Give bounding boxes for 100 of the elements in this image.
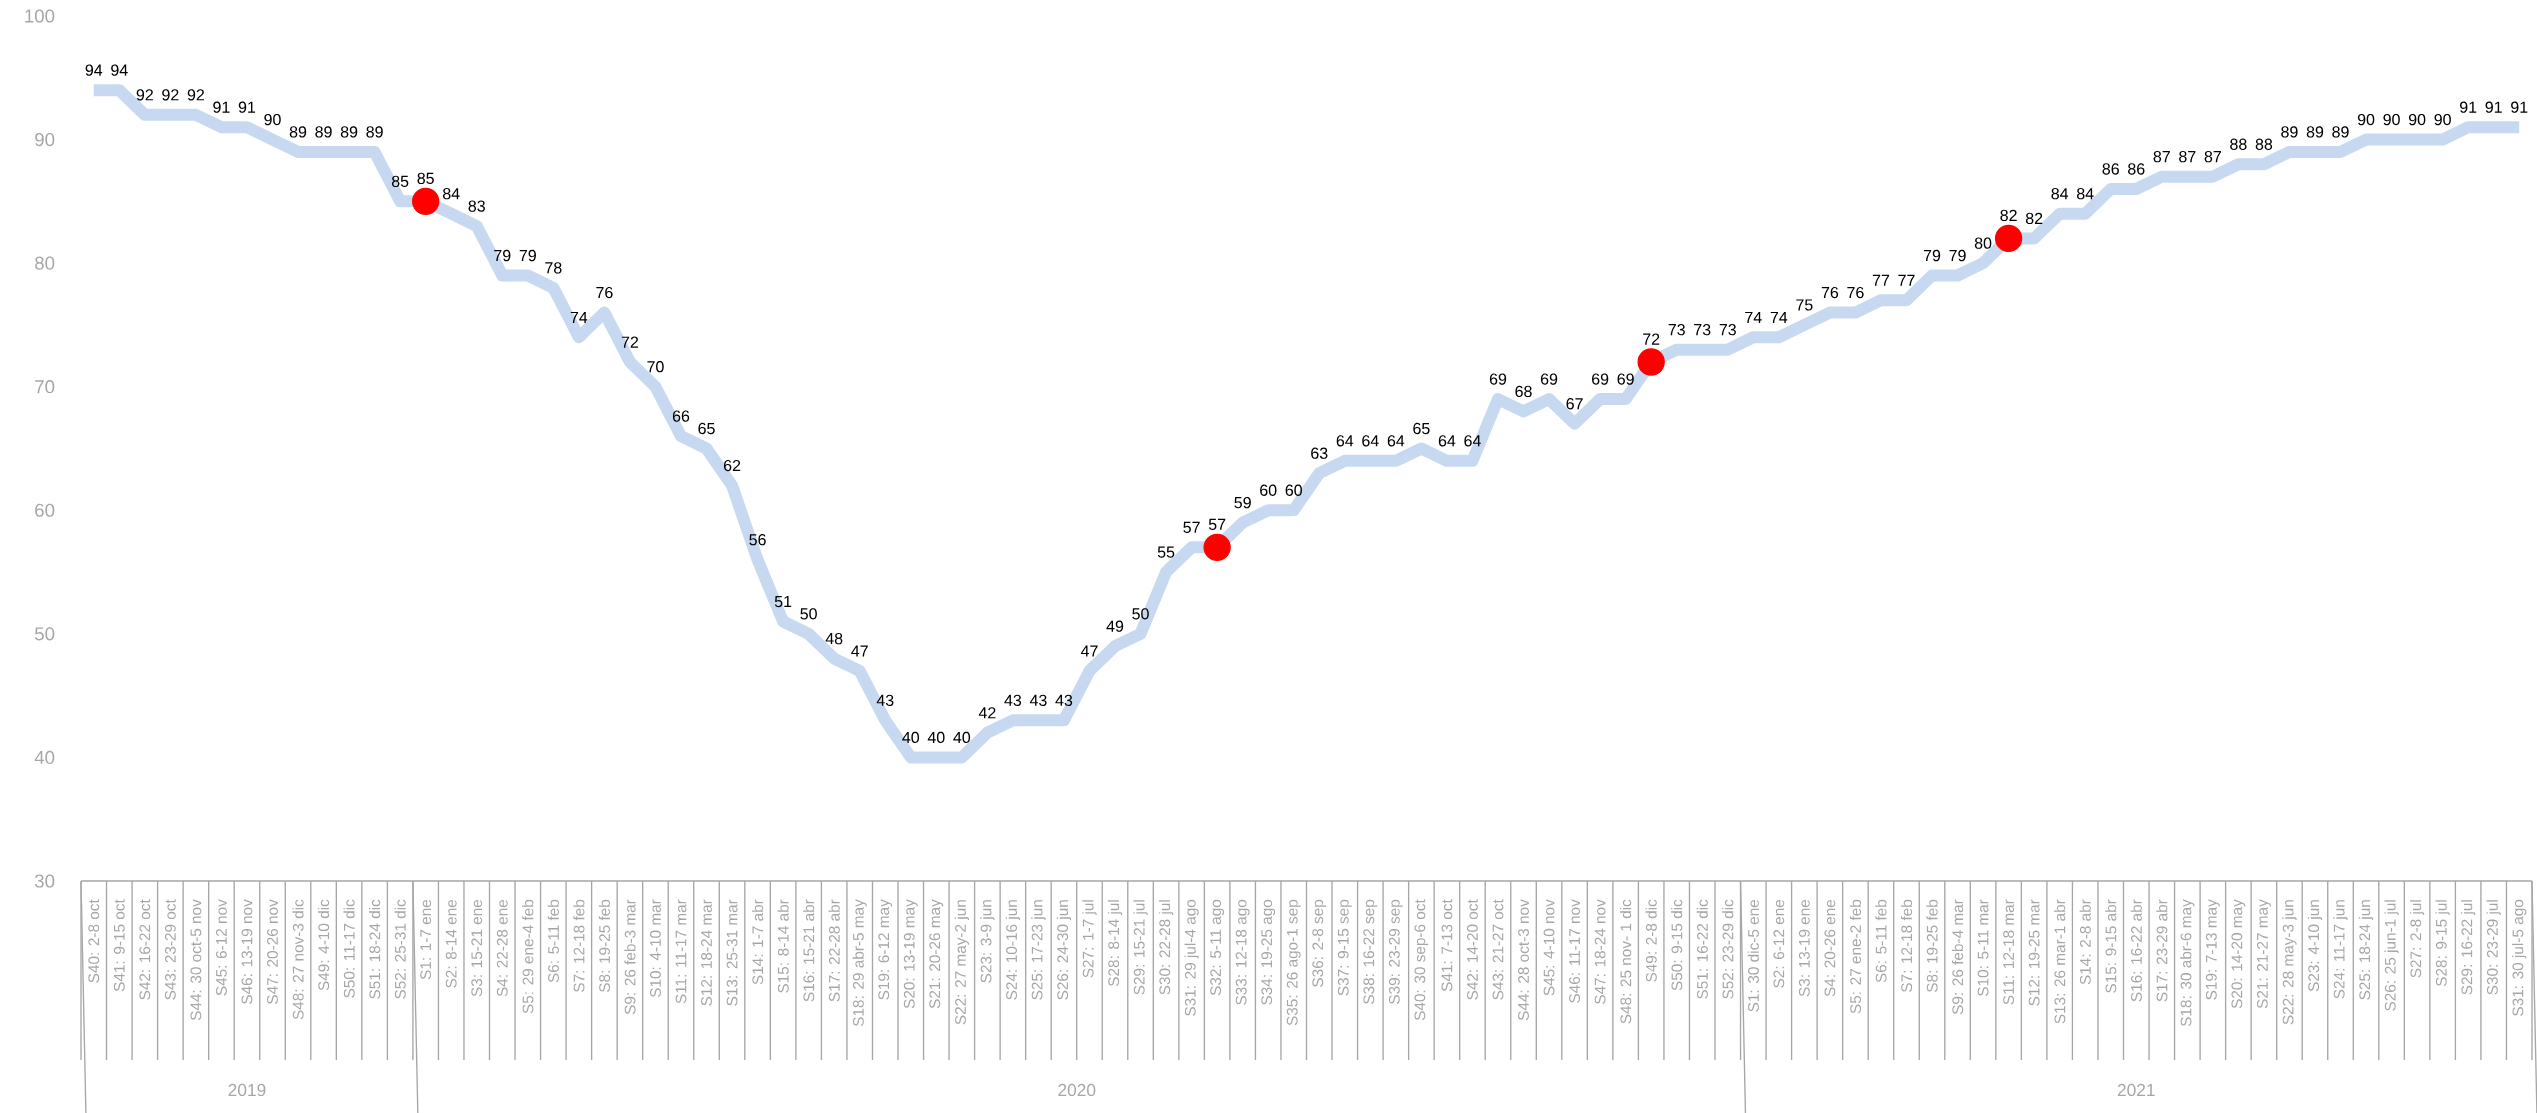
- x-tick-label: S42: 16-22 oct: [139, 899, 151, 1000]
- x-tick-label: S39: 23-29 sep: [1388, 899, 1403, 1004]
- x-tick-label: S8: 19-25 feb: [1926, 899, 1938, 993]
- x-tick-label: S19: 7-13 may: [2205, 899, 2220, 1000]
- data-label: 50: [1132, 608, 1149, 620]
- x-tick-label: S29: 16-22 jul: [2461, 900, 2476, 995]
- x-tick-label: S46: 13-19 nov: [241, 899, 253, 1004]
- data-label: 90: [264, 113, 281, 126]
- x-tick-label: S10: 5-11 mar: [1977, 899, 1989, 996]
- x-tick-label: S41: 9-15 oct: [113, 899, 125, 992]
- x-tick-label: S14: 1-7 abr: [751, 899, 764, 985]
- x-tick-label: S13: 25-31 mar: [726, 899, 738, 1006]
- x-tick-label: S1: 30 dic-5 ene: [1747, 899, 1759, 1012]
- data-label: 89: [315, 126, 332, 138]
- x-tick-label: S36: 2-8 sep: [1312, 899, 1327, 987]
- x-tick-label: S48: 27 nov-3 dic: [292, 899, 304, 1020]
- x-tick-label: S3: 13-19 ene: [1798, 899, 1810, 997]
- x-tick-label: S40: 30 sep-6 oct: [1414, 899, 1429, 1021]
- data-label: 89: [2332, 126, 2349, 138]
- x-tick-label: S17: 23-29 abr: [2156, 899, 2168, 1002]
- x-tick-label: S15: 8-14 abr: [777, 899, 789, 993]
- text: 2020: [1058, 1083, 1096, 1097]
- y-tick-label: 30: [34, 874, 55, 888]
- data-label: 69: [1540, 373, 1558, 385]
- data-label: 57: [1208, 518, 1226, 531]
- data-label: 65: [1413, 422, 1430, 435]
- x-tick-label: S32: 5-11 ago: [1210, 899, 1225, 996]
- x-tick-label: S45: 4-10 nov: [1543, 899, 1555, 996]
- data-label: 51: [774, 595, 792, 608]
- data-label: 84: [442, 188, 460, 200]
- data-label: 69: [1489, 373, 1507, 385]
- y-tick-label: 50: [34, 627, 55, 641]
- x-tick-label: S9: 26 feb-4 mar: [1951, 899, 1964, 1015]
- data-label: 87: [2153, 150, 2170, 163]
- data-label: 89: [2306, 126, 2324, 138]
- x-tick-label: S22: 28 may-3 jun: [2282, 900, 2297, 1025]
- y-tick-label: 100: [25, 9, 55, 23]
- data-label: 43: [876, 694, 894, 707]
- data-label: 65: [698, 422, 715, 435]
- x-tick-label: S17: 22-28 abr: [828, 899, 840, 1002]
- x-tick-label: S23: 3-9 jun: [980, 900, 995, 983]
- data-label: 79: [1923, 249, 1941, 262]
- data-label: 88: [2230, 138, 2247, 150]
- data-label: 64: [1438, 435, 1456, 447]
- x-tick-label: S48: 25 nov- 1 dic: [1620, 899, 1632, 1024]
- x-tick-label: S11: 11-17 mar: [675, 899, 687, 1004]
- text: 2021: [2117, 1083, 2155, 1097]
- data-label: 68: [1515, 385, 1532, 398]
- data-label: 40: [953, 731, 971, 744]
- data-label: 60: [1260, 484, 1277, 496]
- x-tick-label: S52: 25-31 dic: [394, 899, 406, 999]
- x-tick-label: S45: 6-12 nov: [215, 899, 227, 996]
- x-tick-label: S33: 12-18 ago: [1235, 899, 1250, 1005]
- x-tick-label: S35: 26 ago-1 sep: [1286, 899, 1301, 1026]
- data-label: 89: [2281, 126, 2298, 138]
- x-tick-label: S15: 9-15 abr: [2105, 899, 2117, 993]
- x-tick-label: S6: 5-11 feb: [547, 899, 559, 983]
- x-tick-label: S37: 9-15 sep: [1337, 899, 1352, 996]
- x-tick-label: S43: 23-29 oct: [164, 899, 176, 1000]
- x-tick-label: S42: 14-20 oct: [1467, 899, 1478, 1000]
- x-tick-label: S16: 15-21 abr: [803, 899, 815, 1002]
- data-label: 63: [1311, 447, 1328, 459]
- x-tick-label: S31: 30 jul-5 ago: [2512, 899, 2527, 1016]
- x-tick-label: S2: 8-14 ene: [445, 899, 457, 988]
- data-label: 82: [2000, 209, 2017, 222]
- x-tick-label: S30: 23-29 jul: [2486, 900, 2501, 995]
- data-label: 57: [1183, 521, 1200, 534]
- data-label: 91: [2485, 101, 2502, 113]
- data-label: 74: [1770, 311, 1788, 323]
- data-label: 80: [1974, 237, 1992, 249]
- data-label: 47: [1080, 645, 1098, 657]
- data-label: 69: [1592, 373, 1609, 385]
- data-label: 79: [1949, 249, 1966, 262]
- y-tick-label: 90: [35, 132, 55, 147]
- y-tick-label: 60: [35, 503, 55, 517]
- data-label: 91: [213, 101, 230, 113]
- data-label: 43: [1004, 694, 1022, 707]
- data-label: 79: [494, 249, 511, 262]
- x-tick-label: S12: 19-25 mar: [2028, 899, 2040, 1006]
- x-tick-label: S13: 26 mar-1 abr: [2054, 899, 2066, 1024]
- data-label: 72: [621, 336, 639, 348]
- x-tick-label: S29: 15-21 jul: [1133, 900, 1148, 995]
- x-tick-label: S5: 27 ene-2 feb: [1849, 899, 1862, 1014]
- data-label: 40: [902, 731, 920, 744]
- data-label: 62: [723, 459, 741, 472]
- x-tick-label: S26: 24-30 jun: [1056, 900, 1072, 1000]
- x-tick-label: S52: 23-29 dic: [1722, 899, 1734, 999]
- data-label: 50: [800, 608, 817, 620]
- data-label: 85: [391, 175, 409, 188]
- x-tick-label: S40: 2-8 oct: [88, 899, 100, 983]
- data-label: 73: [1668, 323, 1685, 336]
- data-label: 76: [1847, 286, 1864, 299]
- data-label: 88: [2255, 138, 2273, 150]
- x-tick-label: S27: 1-7 jul: [1082, 900, 1097, 978]
- data-label: 94: [85, 64, 103, 76]
- x-tick-label: S4: 22-28 ene: [496, 899, 508, 997]
- x-tick-label: S46: 11-17 nov: [1569, 899, 1581, 1003]
- data-label: 59: [1234, 496, 1251, 509]
- x-tick-label: S18: 29 abr-5 may: [852, 899, 867, 1027]
- x-tick-label: S34: 19-25 ago: [1261, 899, 1276, 1005]
